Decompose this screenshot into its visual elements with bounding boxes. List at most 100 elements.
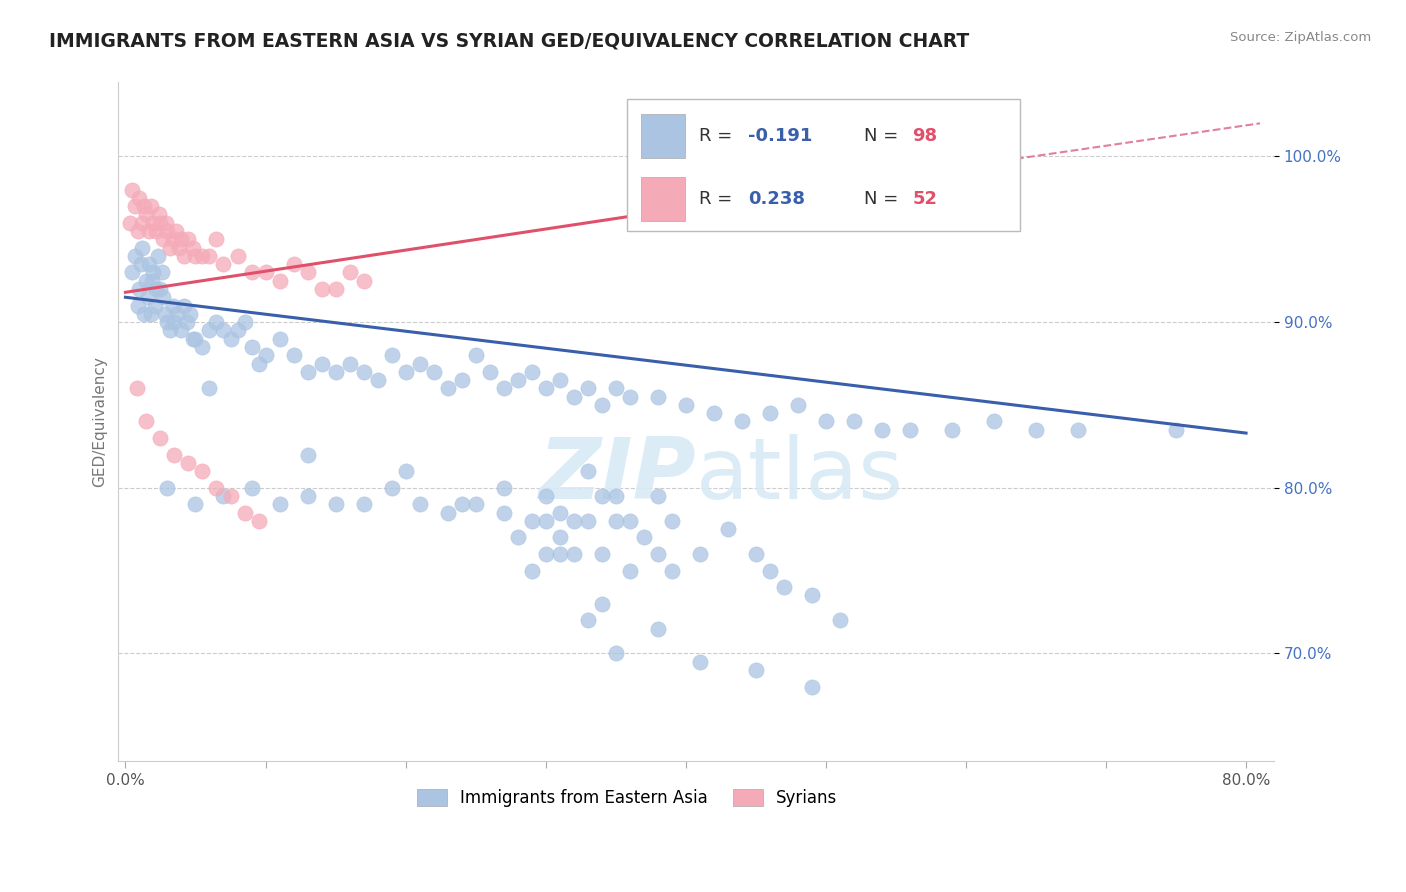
FancyBboxPatch shape — [627, 99, 1019, 231]
Point — [576, 464, 599, 478]
Point — [149, 282, 172, 296]
Point — [269, 332, 291, 346]
Text: atlas: atlas — [696, 434, 904, 517]
Text: 0.238: 0.238 — [748, 190, 806, 208]
Point — [135, 415, 157, 429]
Text: R =: R = — [699, 128, 738, 145]
Point — [131, 241, 153, 255]
Point — [254, 265, 277, 279]
Point — [121, 265, 143, 279]
Point — [353, 274, 375, 288]
Point — [464, 497, 486, 511]
Point — [269, 497, 291, 511]
Point — [591, 597, 613, 611]
Point — [162, 232, 184, 246]
Point — [184, 249, 207, 263]
Point — [155, 216, 177, 230]
Point — [269, 274, 291, 288]
Point — [450, 373, 472, 387]
Point — [717, 522, 740, 536]
Point — [132, 307, 155, 321]
FancyBboxPatch shape — [641, 114, 685, 159]
Point — [1025, 423, 1047, 437]
Point — [506, 531, 529, 545]
Point — [198, 323, 221, 337]
Point — [520, 564, 543, 578]
Point — [492, 506, 515, 520]
Point — [205, 232, 228, 246]
Point — [139, 199, 162, 213]
Point — [148, 207, 170, 221]
Point — [619, 390, 641, 404]
Point — [898, 423, 921, 437]
Point — [675, 398, 697, 412]
Point — [422, 365, 444, 379]
Point — [759, 564, 782, 578]
Point — [205, 481, 228, 495]
FancyBboxPatch shape — [641, 177, 685, 220]
Point — [870, 158, 893, 172]
Point — [786, 398, 808, 412]
Point — [619, 514, 641, 528]
Point — [177, 456, 200, 470]
Point — [247, 357, 270, 371]
Point — [170, 323, 193, 337]
Point — [408, 497, 430, 511]
Point — [226, 323, 249, 337]
Point — [176, 315, 198, 329]
Point — [941, 423, 963, 437]
Point — [661, 514, 683, 528]
Point — [152, 290, 174, 304]
Point — [520, 514, 543, 528]
Point — [339, 265, 361, 279]
Point — [297, 365, 319, 379]
Point — [150, 265, 173, 279]
Point — [591, 398, 613, 412]
Point — [478, 365, 501, 379]
Point — [870, 423, 893, 437]
Point — [283, 257, 305, 271]
Point — [605, 514, 627, 528]
Point — [165, 224, 187, 238]
Point — [132, 199, 155, 213]
Point — [128, 282, 150, 296]
Point — [619, 564, 641, 578]
Point — [591, 489, 613, 503]
Point — [576, 381, 599, 395]
Point — [842, 415, 865, 429]
Point — [759, 406, 782, 420]
Point — [118, 216, 141, 230]
Point — [191, 464, 214, 478]
Point — [184, 332, 207, 346]
Point — [135, 207, 157, 221]
Point — [450, 497, 472, 511]
Point — [297, 489, 319, 503]
Point — [143, 299, 166, 313]
Point — [212, 323, 235, 337]
Point — [339, 357, 361, 371]
Point — [127, 224, 149, 238]
Point — [814, 415, 837, 429]
Point — [233, 315, 256, 329]
Point — [233, 506, 256, 520]
Point — [311, 357, 333, 371]
Point — [181, 332, 204, 346]
Point — [136, 290, 159, 304]
Point — [492, 481, 515, 495]
Point — [191, 340, 214, 354]
Point — [297, 265, 319, 279]
Point — [145, 282, 167, 296]
Point — [325, 282, 347, 296]
Point — [181, 241, 204, 255]
Point — [152, 232, 174, 246]
Point — [198, 381, 221, 395]
Point — [562, 390, 585, 404]
Text: 98: 98 — [912, 128, 938, 145]
Point — [247, 514, 270, 528]
Text: N =: N = — [863, 128, 904, 145]
Point — [240, 481, 263, 495]
Text: -0.191: -0.191 — [748, 128, 813, 145]
Point — [166, 307, 188, 321]
Point — [240, 265, 263, 279]
Point — [534, 547, 557, 561]
